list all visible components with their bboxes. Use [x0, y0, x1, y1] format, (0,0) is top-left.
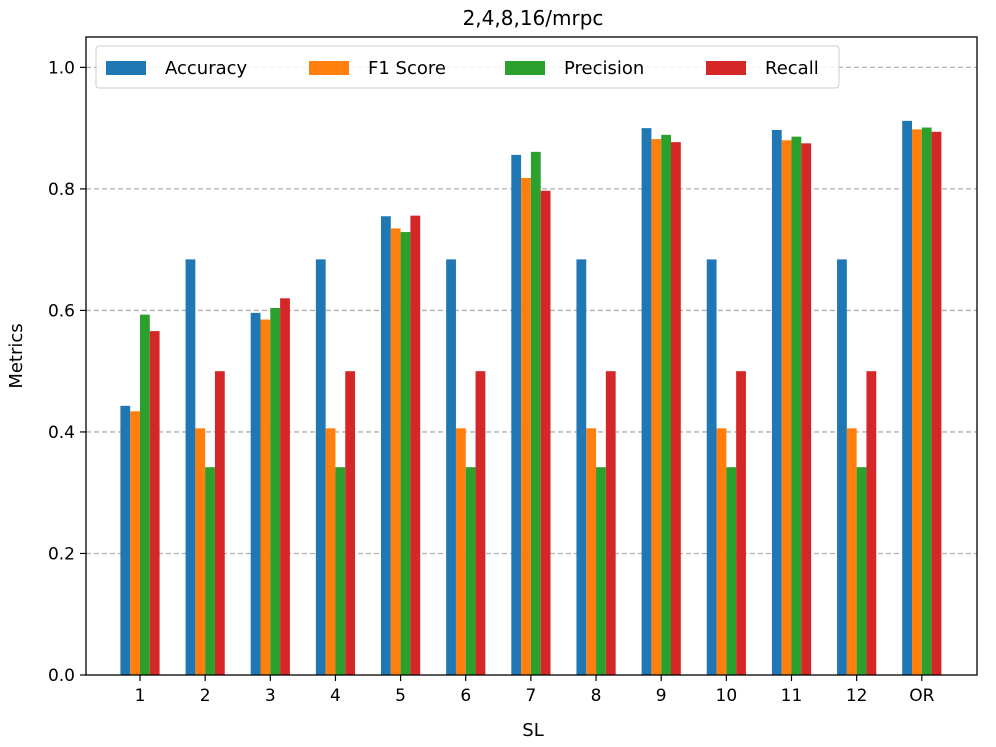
x-tick-label: 7 — [525, 686, 536, 706]
bar-f1-score — [195, 428, 206, 675]
bar-f1-score — [716, 428, 727, 675]
x-axis-label: SL — [522, 720, 543, 741]
bar-f1-score — [130, 411, 140, 675]
x-tick-label: 4 — [330, 686, 341, 706]
legend-swatch — [309, 61, 349, 75]
bar-precision — [596, 467, 606, 675]
bar-recall — [540, 190, 551, 676]
legend-swatch — [106, 61, 146, 75]
bar-recall — [801, 143, 812, 676]
x-axis: 1 2 3 4 5 6 7 8 9 10 11 12 OR — [135, 675, 935, 706]
bars-group — [120, 120, 942, 676]
bar-accuracy — [446, 259, 456, 675]
legend-label: Accuracy — [165, 58, 248, 79]
bar-accuracy — [315, 259, 326, 675]
bar-recall — [736, 371, 746, 675]
y-axis-label: Metrics — [6, 323, 27, 388]
bar-precision — [856, 467, 867, 675]
x-tick-label: 10 — [716, 686, 738, 706]
y-tick-label: 0.2 — [48, 544, 75, 564]
bar-recall — [475, 371, 486, 675]
x-tick-label: 2 — [200, 686, 211, 706]
y-tick-label: 1.0 — [48, 58, 75, 78]
bar-recall — [410, 215, 421, 675]
bar-f1-score — [912, 129, 922, 675]
bar-recall — [214, 371, 225, 675]
bar-accuracy — [641, 128, 652, 676]
x-tick-label: 11 — [781, 686, 803, 706]
bar-precision — [530, 151, 541, 676]
bar-f1-score — [651, 139, 662, 675]
legend-swatch — [706, 61, 746, 75]
x-tick-label: 12 — [846, 686, 868, 706]
bar-recall — [149, 331, 160, 675]
x-tick-label: 9 — [656, 686, 667, 706]
x-tick-label: 5 — [395, 686, 406, 706]
x-tick-label: 6 — [460, 686, 471, 706]
legend: Accuracy F1 Score Precision Recall — [95, 45, 840, 89]
bar-recall — [605, 371, 616, 675]
bar-f1-score — [260, 319, 271, 675]
bar-f1-score — [846, 428, 857, 675]
bar-precision — [791, 136, 802, 675]
y-tick-label: 0.0 — [48, 666, 75, 686]
bar-recall — [866, 371, 877, 675]
bar-precision — [921, 127, 932, 676]
bar-accuracy — [576, 259, 587, 675]
bar-accuracy — [771, 129, 782, 676]
y-tick-label: 0.8 — [48, 180, 75, 200]
x-tick-label: 8 — [591, 686, 602, 706]
legend-swatch — [505, 61, 545, 75]
legend-label: F1 Score — [368, 58, 446, 79]
bar-precision — [205, 467, 215, 675]
bar-accuracy — [706, 259, 717, 675]
chart-title: 2,4,8,16/mrpc — [463, 6, 604, 30]
bar-accuracy — [511, 154, 522, 675]
bar-precision — [270, 307, 281, 675]
y-axis: 0.0 0.2 0.4 0.6 0.8 1.0 — [48, 58, 86, 686]
bar-recall — [671, 142, 681, 675]
bar-precision — [400, 232, 411, 675]
y-tick-label: 0.4 — [48, 423, 75, 443]
bar-precision — [726, 467, 737, 675]
bar-accuracy — [902, 120, 912, 675]
bar-precision — [335, 467, 346, 675]
x-tick-label: 1 — [135, 686, 146, 706]
bar-precision — [140, 314, 150, 675]
bar-recall — [280, 298, 290, 675]
y-tick-label: 0.6 — [48, 301, 75, 321]
legend-label: Precision — [564, 58, 644, 79]
bar-accuracy — [381, 216, 391, 675]
bar-f1-score — [521, 177, 531, 675]
bar-f1-score — [325, 428, 336, 675]
bar-recall — [931, 131, 942, 675]
bar-f1-score — [586, 428, 597, 675]
bar-precision — [465, 467, 476, 675]
bar-f1-score — [390, 228, 401, 675]
bar-f1-score — [455, 428, 466, 675]
bar-accuracy — [185, 259, 196, 675]
bar-precision — [661, 134, 671, 675]
bar-accuracy — [250, 312, 261, 675]
x-tick-label: 3 — [265, 686, 276, 706]
legend-label: Recall — [765, 58, 819, 79]
bar-f1-score — [781, 140, 792, 676]
x-tick-label: OR — [909, 686, 934, 706]
legend-box — [95, 45, 840, 89]
bar-accuracy — [837, 259, 847, 675]
bar-accuracy — [120, 405, 131, 675]
bar-recall — [345, 371, 356, 675]
